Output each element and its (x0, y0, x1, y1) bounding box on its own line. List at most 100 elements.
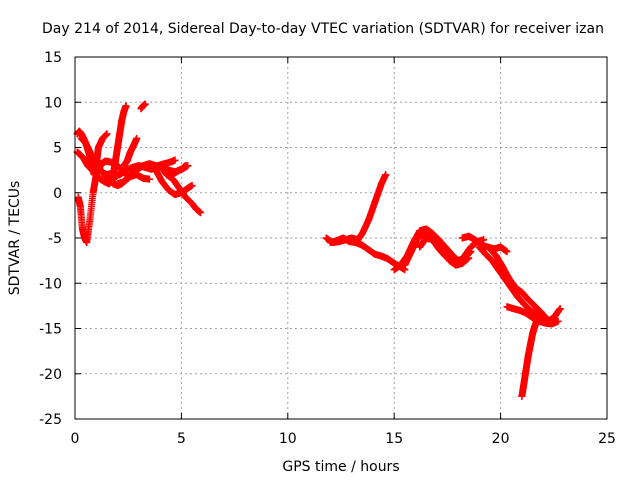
data-point (165, 186, 173, 194)
data-point (120, 107, 128, 115)
data-point (114, 162, 122, 170)
x-tick-label: 15 (385, 431, 403, 447)
data-point (518, 288, 526, 296)
data-point (384, 255, 392, 263)
data-point (522, 365, 530, 373)
series-arc-q (326, 171, 390, 247)
data-point (488, 257, 496, 265)
y-tick-label: 10 (44, 95, 62, 111)
series-arc-n (152, 166, 196, 199)
data-point (390, 266, 398, 274)
data-point (435, 245, 443, 253)
data-point (171, 191, 179, 199)
x-tick-label: 25 (598, 431, 616, 447)
series-arc-u (416, 234, 488, 267)
data-point (518, 392, 526, 400)
data-point (422, 234, 430, 242)
data-point (77, 134, 85, 142)
data-point (171, 156, 179, 164)
data-point (499, 263, 507, 271)
data-point (89, 189, 97, 197)
data-point (505, 275, 513, 283)
data-point (511, 284, 519, 292)
y-tick-label: -10 (39, 276, 62, 292)
data-point (429, 236, 437, 244)
data-point (81, 234, 89, 242)
data-point (167, 171, 175, 179)
y-tick-label: 5 (53, 141, 62, 157)
data-point (467, 243, 475, 251)
data-point (390, 259, 398, 267)
data-point (139, 162, 147, 170)
data-point-marks (326, 171, 390, 247)
data-point (458, 234, 466, 242)
data-point (416, 243, 424, 251)
data-point (118, 166, 126, 174)
data-point (133, 171, 141, 179)
data-point (556, 305, 564, 313)
data-point (97, 175, 105, 183)
data-point (503, 303, 511, 311)
data-point (448, 258, 456, 266)
data-point (509, 305, 517, 313)
data-point (520, 379, 528, 387)
x-tick-label: 10 (279, 431, 297, 447)
data-point (365, 246, 373, 254)
data-point (86, 153, 94, 161)
data-point (139, 174, 147, 182)
data-point (145, 160, 153, 168)
data-point (92, 162, 100, 170)
data-point (123, 157, 131, 165)
data-point (83, 239, 91, 247)
data-point (475, 243, 483, 251)
data-point (482, 250, 490, 258)
data-point (175, 166, 183, 174)
data-point (192, 205, 200, 213)
data-point (99, 134, 107, 142)
y-tick-label: 15 (44, 50, 62, 66)
data-point (141, 100, 149, 108)
data-point (86, 216, 94, 224)
data-point (497, 243, 505, 251)
data-point (78, 225, 86, 233)
data-point (145, 175, 153, 183)
series-arc-o (167, 162, 192, 179)
data-point (401, 261, 409, 269)
data-point (531, 306, 539, 314)
data-point (188, 182, 196, 190)
series-arc-aa (531, 305, 564, 325)
data-point (543, 317, 551, 325)
data-point (377, 180, 385, 188)
data-point (109, 172, 117, 180)
data-point (133, 134, 141, 142)
y-tick-label: -15 (39, 322, 62, 338)
data-point (531, 323, 539, 331)
data-point (116, 130, 124, 138)
data-point (465, 232, 473, 240)
data-point (371, 198, 379, 206)
data-point (352, 239, 360, 247)
data-point (371, 250, 379, 258)
data-point (94, 144, 102, 151)
axis-ticks: 0 5 10 15 20 25 -25 -20 -15 -10 -5 0 5 10 15 (39, 50, 616, 447)
data-point (533, 317, 541, 325)
data-point (414, 234, 422, 242)
data-point (339, 234, 347, 242)
data-point (486, 245, 494, 253)
data-point (197, 209, 205, 217)
data-point (188, 200, 196, 208)
data-point (80, 154, 88, 162)
data-point (76, 151, 84, 159)
data-point (171, 169, 179, 177)
data-points (73, 100, 564, 400)
data-point (118, 116, 126, 124)
data-point (158, 178, 166, 186)
x-tick-label: 5 (177, 431, 186, 447)
series-arc-h (137, 100, 149, 113)
x-axis-label: GPS time / hours (282, 459, 399, 475)
y-tick-label: -20 (39, 367, 62, 383)
data-point (407, 248, 415, 256)
data-point (90, 171, 98, 179)
data-point (76, 202, 84, 210)
series-arc-j (97, 157, 130, 179)
